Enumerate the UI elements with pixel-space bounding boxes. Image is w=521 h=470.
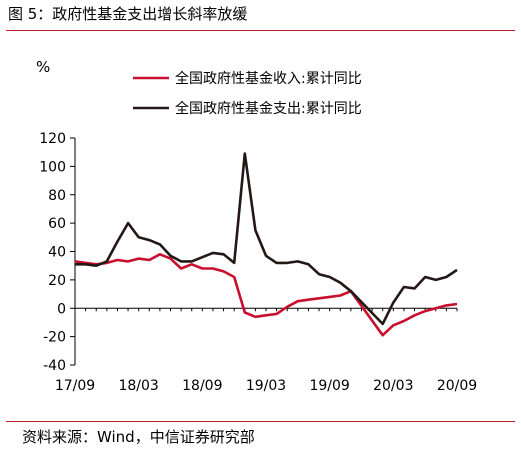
y-tick-label: 20	[48, 273, 66, 289]
y-tick-label: 0	[57, 301, 66, 317]
y-tick-label: 120	[39, 131, 66, 147]
y-tick-label: 40	[48, 245, 66, 261]
figure-title: 图 5：政府性基金支出增长斜率放缓	[8, 5, 248, 23]
y-tick-label: 80	[48, 188, 66, 204]
source-divider	[6, 421, 515, 422]
series-line-2	[75, 152, 458, 326]
x-tick-label: 19/09	[309, 378, 349, 394]
x-tick-label: 19/03	[246, 378, 286, 394]
x-tick-label: 18/09	[182, 378, 222, 394]
legend-label: 全国政府性基金支出:累计同比	[175, 100, 362, 117]
legend-label: 全国政府性基金收入:累计同比	[175, 70, 362, 87]
y-axis: -40 -20 0 20 40 60 80 100 120	[39, 131, 76, 374]
x-axis: 17/09 18/03 18/09 19/03 19/09 20/03 20/09	[55, 307, 477, 394]
x-tick-label: 20/09	[437, 378, 477, 394]
title-divider	[6, 30, 515, 31]
x-tick-label: 17/09	[55, 378, 95, 394]
y-tick-label: 60	[48, 216, 66, 232]
y-tick-label: -40	[43, 358, 66, 374]
plot-lines	[74, 152, 458, 337]
y-tick-label: 100	[39, 159, 66, 175]
y-axis-unit-label: %	[36, 58, 50, 76]
source-note: 资料来源：Wind，中信证券研究部	[22, 428, 255, 446]
series-line-1	[74, 253, 458, 337]
x-tick-label: 20/03	[373, 378, 413, 394]
y-tick-label: -20	[43, 330, 66, 346]
x-tick-label: 18/03	[118, 378, 158, 394]
